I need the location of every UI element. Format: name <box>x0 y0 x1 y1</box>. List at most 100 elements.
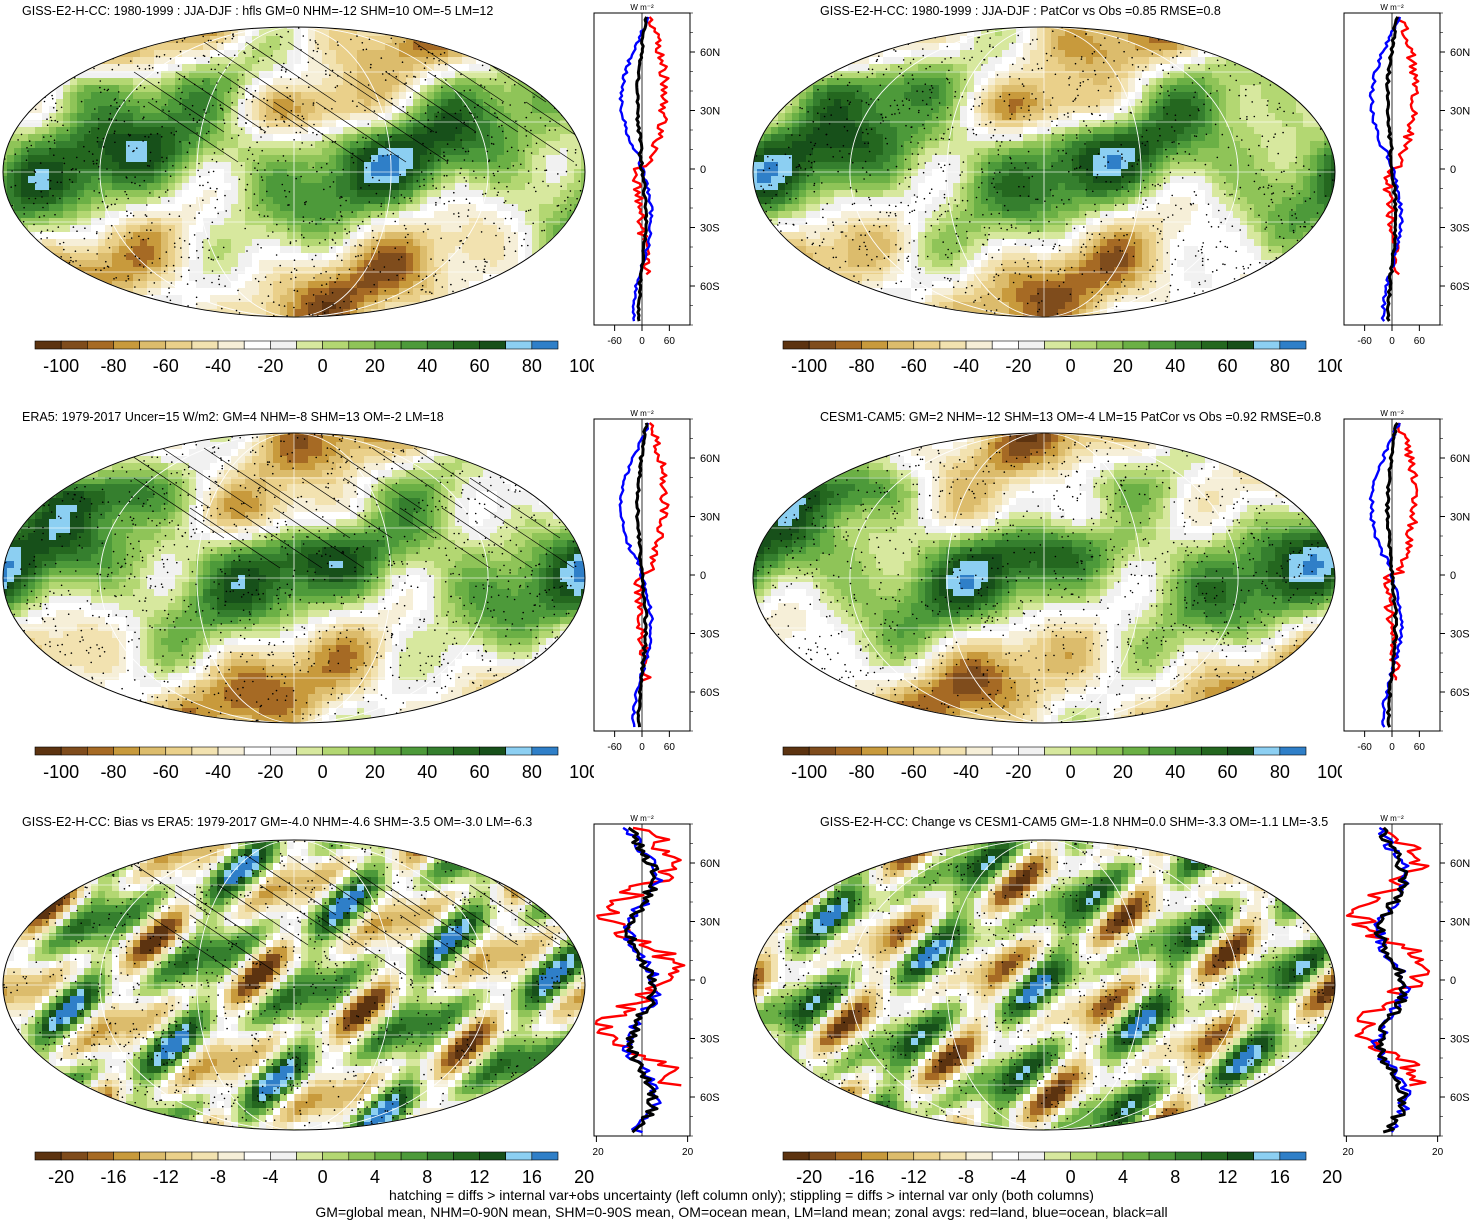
colorbar-swatch <box>1227 746 1254 756</box>
colorbar-swatch <box>400 746 428 756</box>
colorbar-label: 12 <box>470 1167 490 1187</box>
colorbar-swatch <box>296 1151 323 1161</box>
colorbar-swatch <box>1044 1151 1071 1161</box>
colorbar-label: 0 <box>1066 762 1076 782</box>
colorbar-swatch <box>1070 1151 1098 1161</box>
colorbar-label: -60 <box>901 356 927 376</box>
colorbar-swatch <box>861 340 888 350</box>
panel-title: GISS-E2-H-CC: 1980-1999 : JJA-DJF : PatC… <box>820 4 1221 18</box>
colorbar-label: 40 <box>1165 356 1185 376</box>
colorbar-swatch <box>296 340 323 350</box>
colorbar-label: 12 <box>1218 1167 1238 1187</box>
colorbar-label: 60 <box>1218 356 1238 376</box>
colorbar-label: -60 <box>901 762 927 782</box>
colorbar-swatch <box>991 1151 1019 1161</box>
colorbar-label: 8 <box>1170 1167 1180 1187</box>
colorbar-swatch <box>965 1151 993 1161</box>
zonal-ylabel: 30S <box>700 629 720 641</box>
colorbar-swatch <box>965 340 993 350</box>
colorbar-label: -8 <box>210 1167 226 1187</box>
colorbar-swatch <box>505 1151 533 1161</box>
zonal-ylabel: 30N <box>1450 106 1470 118</box>
colorbar-swatch <box>1070 746 1098 756</box>
zonal-ylabel: 30S <box>700 223 720 235</box>
colorbar-swatch <box>479 746 506 756</box>
colorbar-swatch <box>165 746 193 756</box>
colorbar-swatch <box>861 1151 888 1161</box>
colorbar-swatch <box>322 1151 350 1161</box>
zonal-ylabel: 30S <box>700 1034 720 1046</box>
zonal-ylabel: 30N <box>1450 512 1470 524</box>
zonal-unit: W m⁻² <box>1380 814 1404 823</box>
colorbar-swatch <box>243 1151 271 1161</box>
colorbar-swatch <box>1253 1151 1281 1161</box>
colorbar-label: 40 <box>417 356 437 376</box>
colorbar-swatch <box>86 746 114 756</box>
colorbar-label: 0 <box>318 762 328 782</box>
colorbar-swatch <box>1122 746 1150 756</box>
map <box>752 432 1336 724</box>
colorbar-swatch <box>913 340 941 350</box>
zonal-xlabel: 20 <box>1432 1147 1444 1158</box>
panel-1: GISS-E2-H-CC: 1980-1999 : JJA-DJF : hfls… <box>0 0 750 405</box>
colorbar-swatch <box>348 340 376 350</box>
colorbar-label: 80 <box>522 356 542 376</box>
zonal-xlabel: 60 <box>1414 742 1426 753</box>
colorbar-swatch <box>861 746 888 756</box>
colorbar-label: 0 <box>1066 1167 1076 1187</box>
zonal-unit: W m⁻² <box>630 409 654 418</box>
panel-4: CESM1-CAM5: GM=2 NHM=-12 SHM=13 OM=-4 LM… <box>750 406 1483 811</box>
zonal-ylabel: 60N <box>700 858 720 870</box>
colorbar-label: 20 <box>365 356 385 376</box>
colorbar-swatch <box>913 746 941 756</box>
colorbar-swatch <box>191 340 219 350</box>
colorbar: -100 -80 -60 -40 -20 0 20 40 60 80 100 <box>34 746 594 782</box>
zonal-ylabel: 0 <box>700 570 706 582</box>
colorbar-swatch <box>1096 340 1124 350</box>
zonal-line-ocean <box>618 422 654 728</box>
colorbar-swatch <box>139 340 167 350</box>
colorbar-swatch <box>1148 746 1176 756</box>
colorbar-label: -20 <box>48 1167 74 1187</box>
zonal-unit: W m⁻² <box>630 3 654 12</box>
zonal-ylabel: 30S <box>1450 1034 1470 1046</box>
colorbar-swatch <box>1122 340 1150 350</box>
colorbar-swatch <box>374 1151 402 1161</box>
colorbar-label: -16 <box>100 1167 126 1187</box>
colorbar-swatch <box>782 1151 810 1161</box>
zonal-unit: W m⁻² <box>1380 3 1404 12</box>
colorbar-label: -20 <box>257 356 283 376</box>
colorbar-swatch <box>1174 340 1202 350</box>
colorbar-swatch <box>1174 1151 1202 1161</box>
zonal-mean-plot: W m⁻² 60N 30N 0 30S 60S -60 0 60 <box>1343 409 1470 753</box>
colorbar-label: 80 <box>522 762 542 782</box>
colorbar-label: -4 <box>262 1167 278 1187</box>
colorbar-swatch <box>1279 1151 1307 1161</box>
panel-title: GISS-E2-H-CC: Bias vs ERA5: 1979-2017 GM… <box>22 815 532 829</box>
colorbar-swatch <box>1148 1151 1176 1161</box>
colorbar-swatch <box>60 746 88 756</box>
colorbar-label: -100 <box>791 356 827 376</box>
colorbar-swatch <box>113 746 140 756</box>
zonal-line-land <box>594 826 686 1087</box>
colorbar-swatch <box>1227 340 1254 350</box>
zonal-ylabel: 60N <box>1450 858 1470 870</box>
colorbar-swatch <box>887 746 915 756</box>
colorbar-label: -80 <box>100 762 126 782</box>
colorbar-swatch <box>270 746 297 756</box>
colorbar-label: -100 <box>43 356 79 376</box>
colorbar-label: 8 <box>422 1167 432 1187</box>
zonal-line-all <box>624 826 660 1134</box>
colorbar-swatch <box>1253 340 1281 350</box>
colorbar-swatch <box>1201 1151 1228 1161</box>
colorbar-swatch <box>60 1151 88 1161</box>
zonal-ylabel: 60S <box>700 281 720 293</box>
colorbar-label: -12 <box>901 1167 927 1187</box>
colorbar-swatch <box>400 1151 428 1161</box>
zonal-unit: W m⁻² <box>1380 409 1404 418</box>
zonal-xlabel: -60 <box>1357 742 1372 753</box>
colorbar-label: -100 <box>791 762 827 782</box>
colorbar-label: 100 <box>569 356 594 376</box>
colorbar-swatch <box>1148 340 1176 350</box>
